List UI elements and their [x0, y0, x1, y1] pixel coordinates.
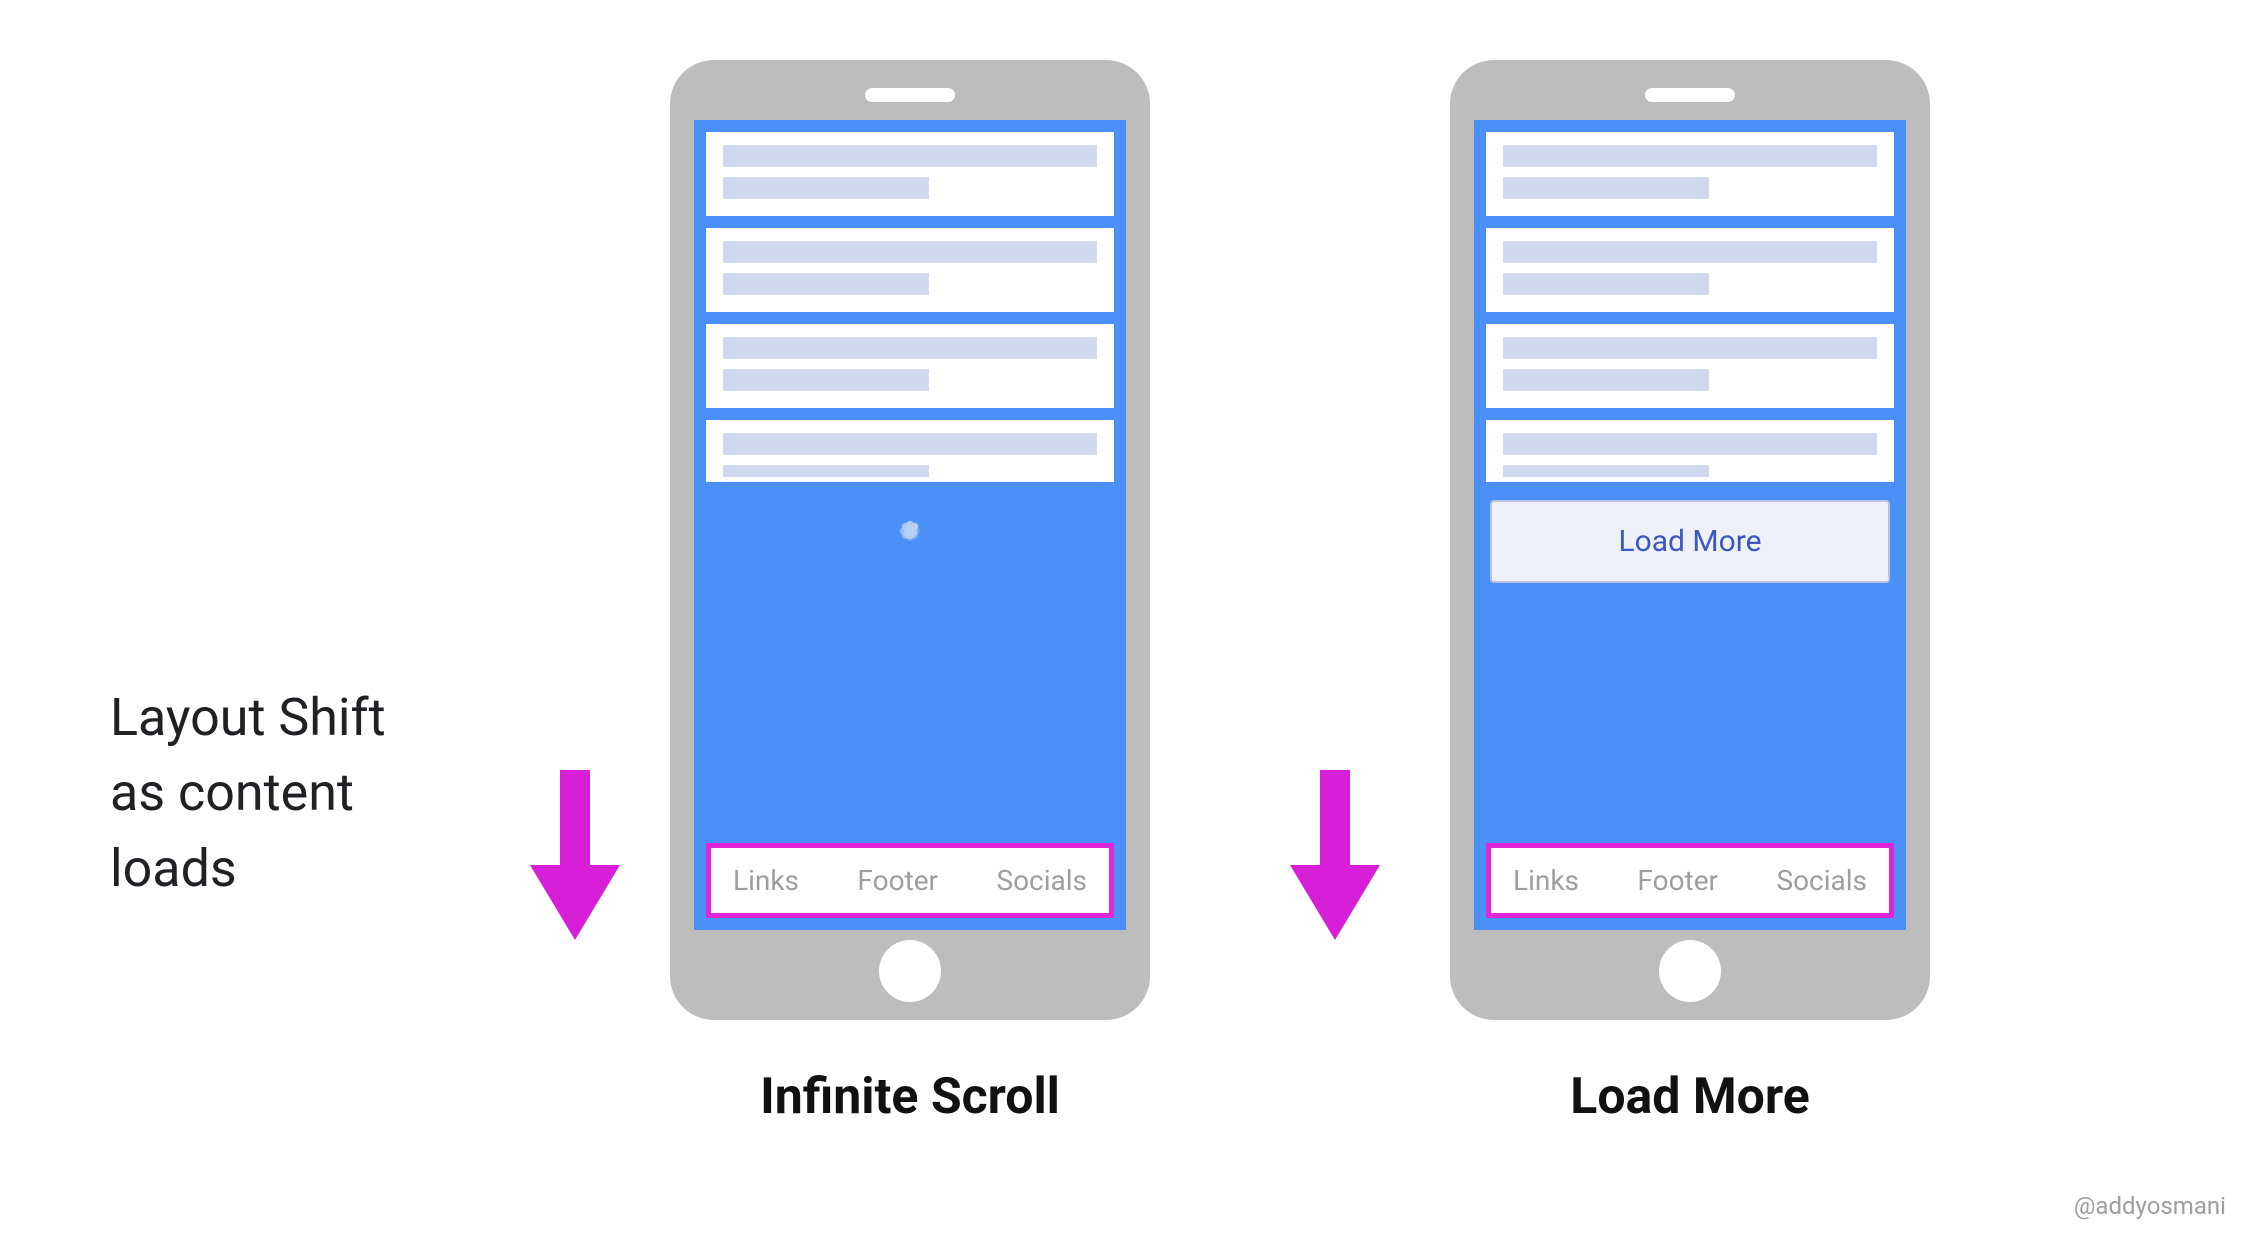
content-card: [706, 132, 1114, 216]
skeleton-line: [723, 241, 1097, 263]
home-button-icon[interactable]: [1659, 940, 1721, 1002]
footer-link[interactable]: Socials: [996, 864, 1087, 897]
phone-caption: Load More: [1570, 1068, 1809, 1126]
load-more-button[interactable]: Load More: [1490, 500, 1890, 583]
content-card: [706, 420, 1114, 482]
phone-frame: Links Footer Socials: [670, 60, 1150, 1020]
phone-speaker-icon: [865, 88, 955, 102]
footer-bar: Links Footer Socials: [706, 843, 1114, 918]
phone-screen: Load More Links Footer Socials: [1474, 120, 1906, 930]
skeleton-line: [1503, 465, 1709, 477]
footer-link[interactable]: Links: [733, 864, 799, 897]
phone-frame: Load More Links Footer Socials: [1450, 60, 1930, 1020]
footer-bar: Links Footer Socials: [1486, 843, 1894, 918]
home-button-icon[interactable]: [879, 940, 941, 1002]
footer-link[interactable]: Links: [1513, 864, 1579, 897]
phones-row: Links Footer Socials Infinite Scroll: [670, 60, 1930, 1126]
skeleton-line: [1503, 145, 1877, 167]
phone-screen: Links Footer Socials: [694, 120, 1126, 930]
skeleton-line: [723, 145, 1097, 167]
skeleton-line: [1503, 177, 1709, 199]
content-card: [1486, 420, 1894, 482]
spinner-area: [706, 494, 1114, 614]
skeleton-line: [723, 177, 929, 199]
content-card: [1486, 228, 1894, 312]
loading-spinner-icon: [878, 522, 942, 586]
phone-col-infinite: Links Footer Socials Infinite Scroll: [670, 60, 1150, 1126]
content-card: [1486, 132, 1894, 216]
content-card: [706, 324, 1114, 408]
arrow-down-icon: [530, 770, 620, 940]
skeleton-line: [723, 433, 1097, 455]
footer-link[interactable]: Socials: [1776, 864, 1867, 897]
skeleton-line: [723, 369, 929, 391]
skeleton-line: [723, 337, 1097, 359]
footer-link[interactable]: Footer: [857, 864, 938, 897]
skeleton-line: [723, 273, 929, 295]
skeleton-line: [1503, 337, 1877, 359]
content-card: [706, 228, 1114, 312]
phone-col-loadmore: Load More Links Footer Socials Load More: [1450, 60, 1930, 1126]
skeleton-line: [1503, 241, 1877, 263]
credit-label: @addyosmani: [2074, 1192, 2226, 1220]
side-label-line: loads: [110, 831, 386, 906]
phone-speaker-icon: [1645, 88, 1735, 102]
skeleton-line: [1503, 433, 1877, 455]
skeleton-line: [723, 465, 929, 477]
side-label: Layout Shift as content loads: [110, 680, 386, 906]
load-more-wrap: Load More: [1486, 494, 1894, 587]
content-card: [1486, 324, 1894, 408]
skeleton-line: [1503, 273, 1709, 295]
side-label-line: as content: [110, 755, 386, 830]
skeleton-line: [1503, 369, 1709, 391]
phone-caption: Infinite Scroll: [760, 1068, 1060, 1126]
footer-link[interactable]: Footer: [1637, 864, 1718, 897]
side-label-line: Layout Shift: [110, 680, 386, 755]
